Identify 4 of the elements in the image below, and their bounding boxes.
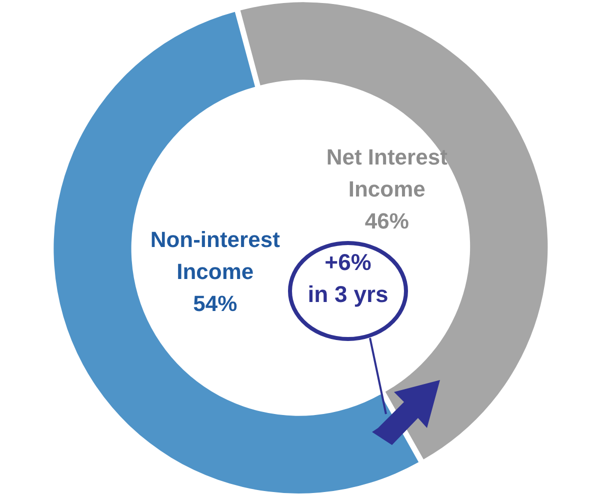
slice-label: Non-interest Income bbox=[150, 226, 281, 284]
data-label: 54% bbox=[193, 290, 238, 316]
text: +6% in 3 yrs bbox=[306, 248, 390, 309]
data-label: 46% bbox=[364, 208, 409, 234]
